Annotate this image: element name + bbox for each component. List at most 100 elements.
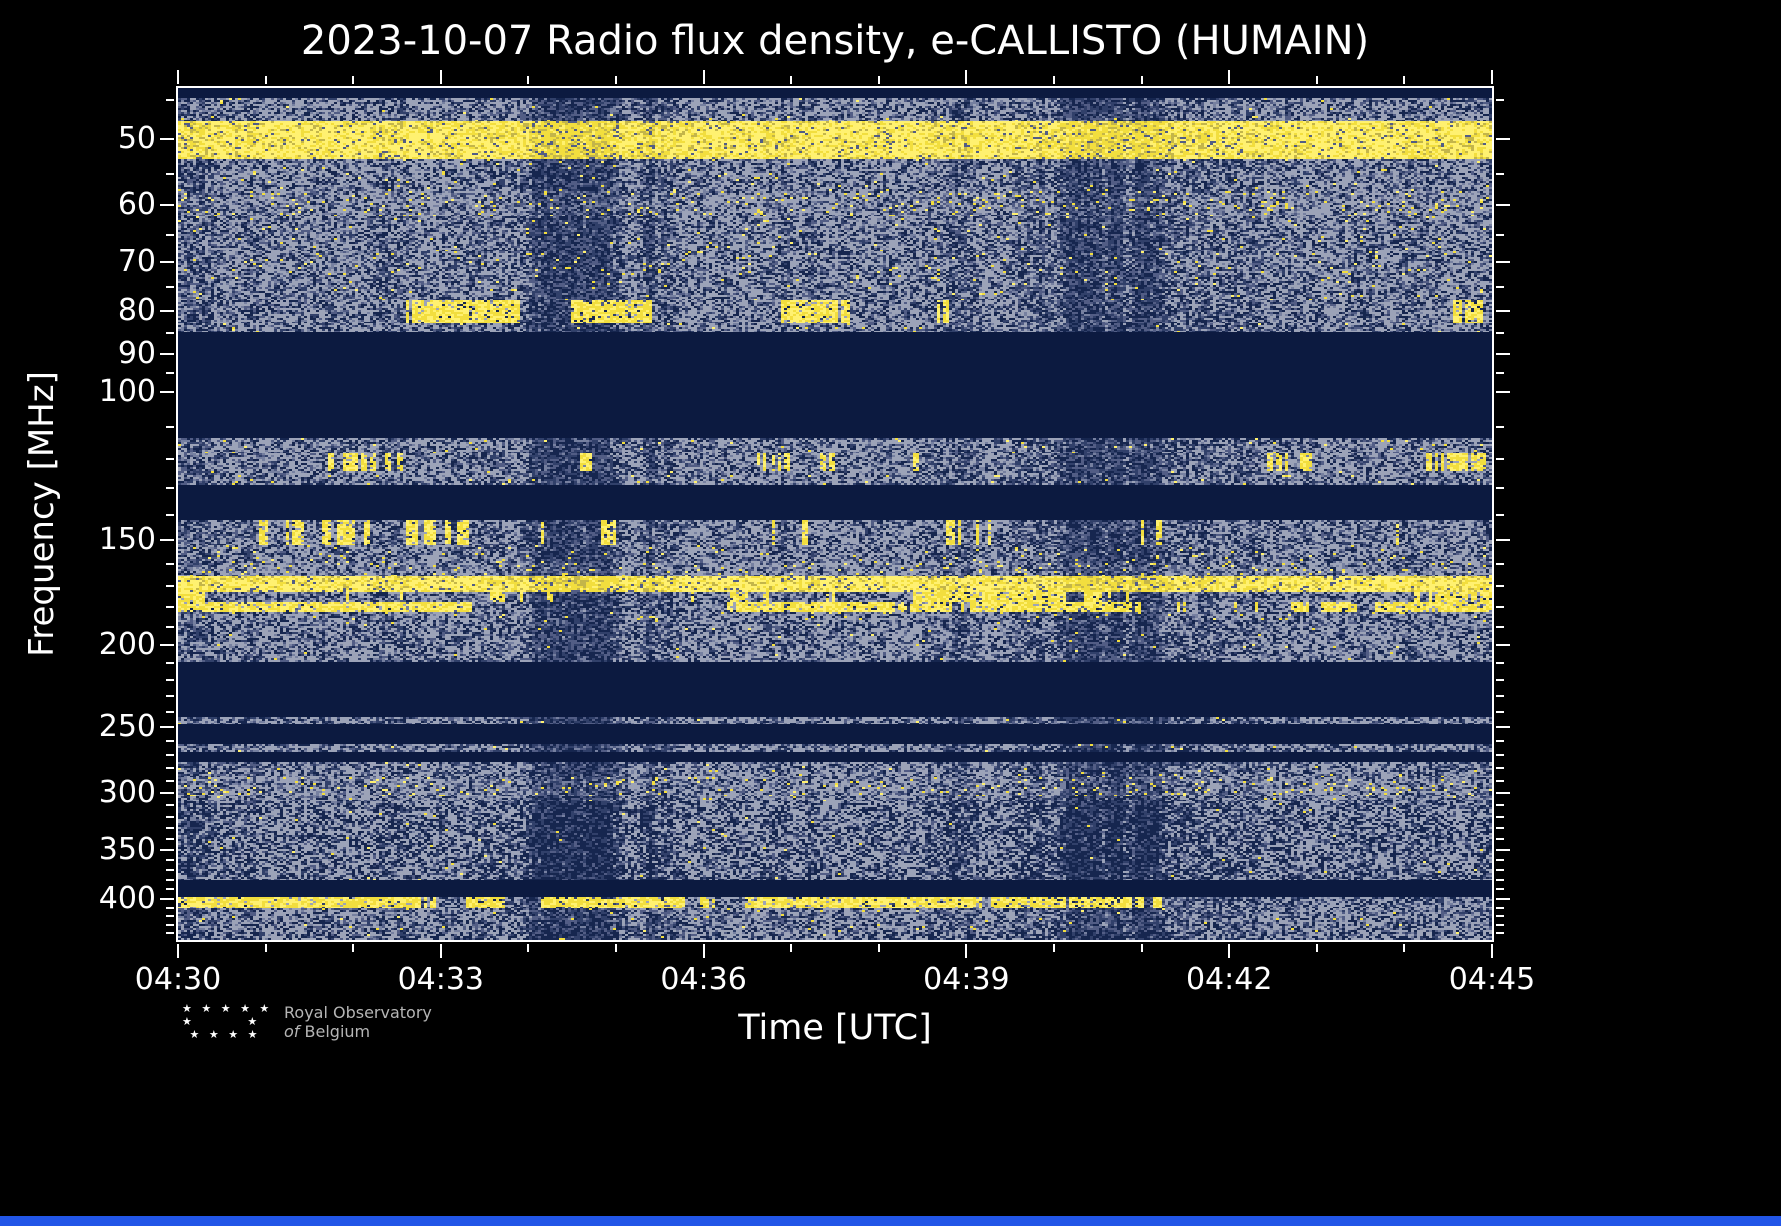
axis-tick — [166, 859, 174, 862]
axis-tick — [160, 260, 174, 263]
axis-tick — [1496, 827, 1504, 830]
axis-tick — [160, 644, 174, 647]
axis-tick — [1496, 584, 1504, 587]
axis-tick — [1496, 331, 1504, 334]
axis-tick — [527, 944, 530, 952]
axis-tick — [166, 172, 174, 175]
axis-tick — [1496, 932, 1504, 935]
axis-tick — [1496, 644, 1510, 647]
axis-tick — [1053, 944, 1055, 952]
axis-tick — [166, 780, 174, 783]
axis-tick — [1496, 878, 1504, 881]
axis-tick — [166, 695, 174, 698]
axis-tick — [1496, 260, 1510, 263]
axis-tick — [166, 605, 174, 608]
plot-area — [176, 86, 1494, 942]
axis-tick — [166, 710, 174, 713]
axis-tick — [160, 897, 174, 900]
stars-row: ★ ★ ★ ★ — [189, 1028, 261, 1041]
axis-tick — [1496, 710, 1504, 713]
axis-tick — [1315, 944, 1318, 952]
axis-tick — [1496, 848, 1510, 851]
axis-tick — [160, 309, 174, 312]
axis-tick — [1496, 662, 1504, 665]
axis-tick — [1496, 233, 1504, 236]
axis-tick — [1496, 915, 1504, 918]
axis-tick — [166, 662, 174, 665]
y-tick-label: 400 — [98, 880, 156, 916]
logo-text: Royal Observatory of Belgium — [284, 1003, 432, 1041]
axis-tick — [1496, 204, 1510, 207]
y-tick-label: 200 — [98, 627, 156, 663]
axis-tick — [1496, 137, 1510, 140]
axis-tick — [1496, 457, 1504, 460]
axis-tick — [702, 944, 705, 958]
stars-icon: ★ ★ ★ ★ ★ ★ ★ ★ ★ ★ ★ — [182, 1002, 284, 1041]
axis-tick — [166, 514, 174, 517]
axis-tick — [1496, 514, 1504, 517]
axis-tick — [877, 944, 880, 952]
x-tick-label: 04:33 — [397, 962, 485, 997]
axis-tick — [160, 391, 174, 394]
axis-tick — [166, 584, 174, 587]
axis-tick — [166, 888, 174, 891]
axis-tick — [166, 233, 174, 236]
logo-text-line2: of Belgium — [284, 1021, 371, 1041]
axis-tick — [527, 76, 530, 84]
axis-tick — [177, 70, 179, 84]
y-tick-label: 50 — [117, 120, 156, 156]
axis-tick — [1496, 897, 1510, 900]
axis-tick — [1491, 70, 1493, 84]
axis-tick — [166, 767, 174, 770]
axis-tick — [1496, 625, 1504, 628]
axis-tick — [166, 679, 174, 682]
axis-tick — [166, 753, 174, 756]
axis-tick — [1053, 76, 1055, 84]
y-tick-label: 300 — [98, 775, 156, 811]
axis-tick — [1496, 99, 1504, 102]
x-tick-label: 04:42 — [1185, 962, 1273, 997]
axis-tick — [1491, 944, 1493, 958]
stars-row: ★ ★ — [182, 1015, 284, 1028]
axis-tick — [166, 838, 174, 841]
axis-tick — [1496, 172, 1504, 175]
axis-tick — [264, 76, 267, 84]
y-tick-label: 350 — [98, 831, 156, 867]
x-tick-label: 04:36 — [660, 962, 747, 997]
axis-tick — [1496, 869, 1504, 872]
axis-tick — [790, 76, 793, 84]
axis-tick — [1496, 372, 1504, 375]
y-tick-label: 150 — [98, 522, 156, 558]
axis-tick — [1228, 944, 1231, 958]
axis-tick — [166, 425, 174, 428]
axis-tick — [166, 286, 174, 288]
axis-tick — [1496, 562, 1504, 565]
axis-tick — [160, 725, 174, 728]
x-tick-label: 04:45 — [1448, 962, 1536, 997]
axis-tick — [1496, 539, 1510, 542]
axis-tick — [1496, 309, 1510, 312]
axis-tick — [166, 827, 174, 830]
axis-tick — [1496, 695, 1504, 698]
logo-text-line1: Royal Observatory — [284, 1002, 432, 1022]
y-tick-label: 70 — [117, 243, 156, 279]
y-axis-label: Frequency [MHz] — [22, 371, 62, 657]
y-tick-label: 250 — [98, 708, 156, 744]
axis-tick — [160, 539, 174, 542]
axis-tick — [166, 457, 174, 460]
axis-tick — [166, 99, 174, 102]
y-tick-label: 60 — [117, 187, 156, 223]
x-axis-label: Time [UTC] — [738, 1008, 932, 1048]
axis-tick — [352, 76, 355, 84]
axis-tick — [877, 76, 880, 84]
axis-tick — [1228, 70, 1231, 84]
axis-tick — [1315, 76, 1318, 84]
axis-tick — [160, 352, 174, 355]
axis-tick — [1496, 906, 1504, 909]
axis-tick — [166, 740, 174, 743]
axis-tick — [264, 944, 267, 952]
axis-tick — [790, 944, 793, 952]
axis-tick — [1496, 286, 1504, 288]
spectrogram-canvas — [178, 88, 1492, 940]
